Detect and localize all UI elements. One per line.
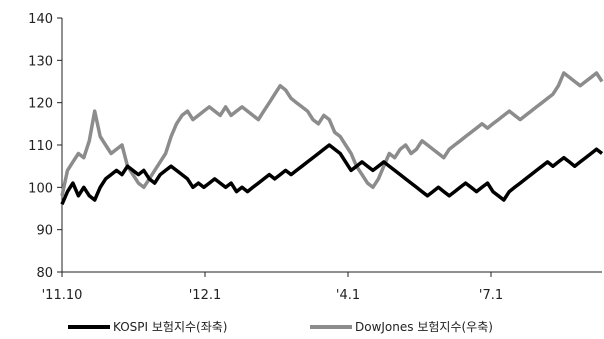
legend: KOSPI 보험지수(좌축) DowJones 보험지수(우축)	[68, 318, 598, 338]
y-tick-label: 90	[36, 224, 53, 239]
x-tick-label: '7.1	[479, 288, 503, 303]
y-tick-label: 110	[28, 139, 53, 154]
legend-item-dowjones: DowJones 보험지수(우축)	[310, 318, 493, 335]
y-tick-label: 130	[28, 54, 53, 69]
x-ticks: '11.10 '12.1 '4.1 '7.1	[42, 272, 503, 303]
legend-item-kospi: KOSPI 보험지수(좌축)	[68, 318, 227, 335]
y-tick-label: 140	[28, 12, 53, 27]
series-line-kospi	[60, 143, 604, 205]
x-tick-label: '4.1	[336, 288, 360, 303]
chart-plot: 140 130 120 110 100 90 80 '11.10 '12.1 '4.1 '7.1	[28, 12, 604, 303]
y-tick-label: 100	[28, 181, 53, 196]
legend-label-kospi: KOSPI 보험지수(좌축)	[113, 320, 228, 334]
x-tick-label: '12.1	[189, 288, 222, 303]
legend-swatch-dowjones	[310, 324, 352, 329]
y-ticks: 140 130 120 110 100 90 80	[28, 12, 62, 281]
x-tick-label: '11.10	[42, 288, 83, 303]
legend-swatch-kospi	[68, 324, 110, 329]
legend-label-dowjones: DowJones 보험지수(우축)	[355, 320, 493, 334]
y-tick-label: 120	[28, 97, 53, 112]
y-tick-label: 80	[36, 266, 53, 281]
series-lines	[60, 71, 604, 205]
series-line-dowjones	[60, 71, 604, 197]
